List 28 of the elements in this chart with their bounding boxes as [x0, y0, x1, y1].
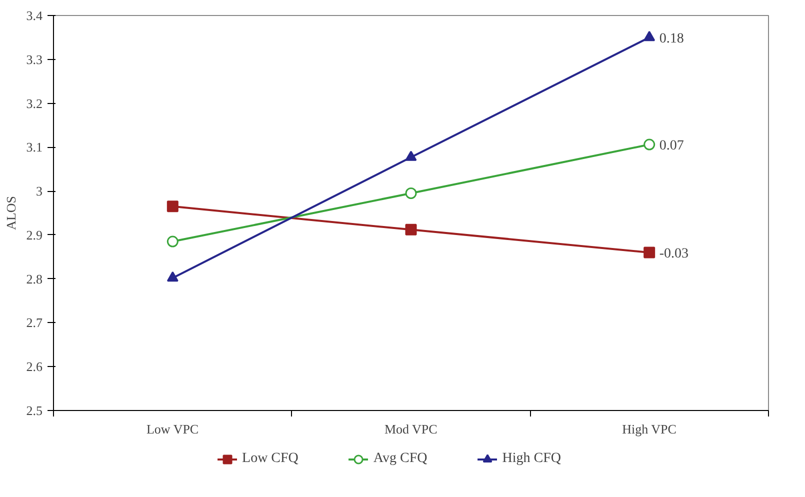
y-tick-label: 2.6	[26, 359, 43, 374]
point	[166, 236, 178, 248]
y-tick-label: 2.5	[26, 403, 42, 418]
point	[644, 138, 656, 150]
y-tick-label: 3.4	[26, 8, 43, 23]
annotation: 0.07	[659, 138, 684, 154]
legend-label: Avg CFQ	[373, 451, 428, 467]
point	[644, 30, 656, 42]
y-tick-label: 3	[36, 184, 42, 199]
y-tick-label: 3.1	[26, 140, 42, 155]
legend-label: High CFQ	[502, 451, 561, 467]
point	[405, 188, 417, 199]
y-axis-title: ALOS	[3, 196, 18, 230]
x-tick-label: Low VPC	[146, 422, 199, 436]
y-tick-label: 3.2	[26, 96, 42, 111]
y-tick-label: 3.3	[26, 52, 42, 67]
point	[644, 246, 656, 258]
x-tick-label: High VPC	[622, 422, 676, 436]
point	[166, 200, 178, 212]
annotation: -0.03	[659, 246, 689, 262]
point	[405, 224, 417, 236]
x-tick-label: Mod VPC	[384, 422, 438, 436]
legend-label: Low CFQ	[242, 451, 298, 467]
y-tick-label: 2.7	[26, 315, 43, 330]
y-tick-label: 2.8	[26, 271, 42, 286]
y-tick-label: 2.9	[26, 227, 42, 242]
point	[405, 150, 417, 161]
annotation: 0.18	[659, 31, 684, 46]
